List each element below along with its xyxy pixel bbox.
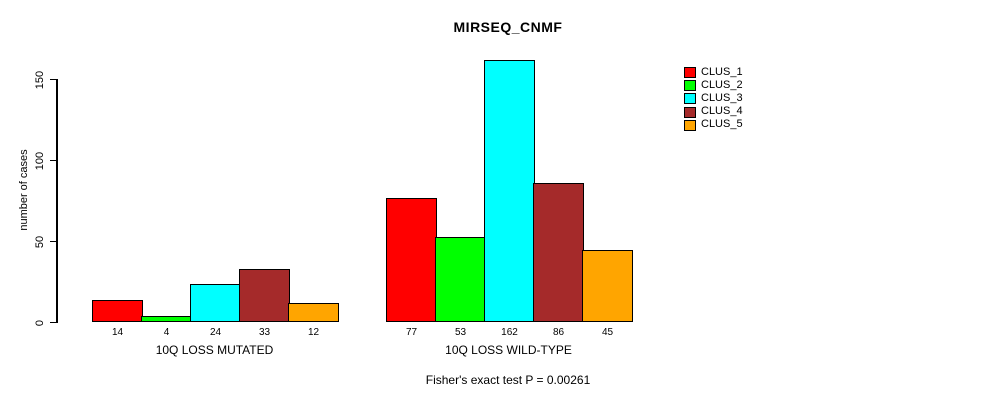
legend-swatch-CLUS_3 bbox=[684, 93, 696, 105]
bar-CLUS_1 bbox=[386, 197, 437, 323]
bar-value-label: 14 bbox=[111, 327, 124, 338]
bar-value-label: 86 bbox=[552, 327, 565, 338]
y-tick-mark bbox=[50, 159, 57, 162]
bar-CLUS_3 bbox=[190, 283, 241, 323]
bar-value-label: 24 bbox=[209, 327, 222, 338]
bar-value-label: 77 bbox=[405, 327, 418, 338]
bar-CLUS_1 bbox=[92, 299, 143, 323]
legend-label-CLUS_5: CLUS_5 bbox=[701, 118, 743, 131]
bar-value-label: 53 bbox=[454, 327, 467, 338]
bar-value-label: 45 bbox=[601, 327, 614, 338]
y-tick-mark bbox=[50, 78, 57, 81]
legend-swatch-CLUS_2 bbox=[684, 80, 696, 92]
y-tick-label: 0 bbox=[34, 319, 46, 326]
bar-value-label: 12 bbox=[307, 327, 320, 338]
legend-swatch-CLUS_1 bbox=[684, 67, 696, 78]
y-tick-label: 150 bbox=[34, 70, 46, 89]
group-label: 10Q LOSS MUTATED bbox=[155, 343, 274, 357]
group-label: 10Q LOSS WILD-TYPE bbox=[445, 343, 572, 357]
legend-label-CLUS_3: CLUS_3 bbox=[701, 91, 743, 104]
bar-CLUS_4 bbox=[533, 183, 584, 323]
legend-swatch-CLUS_5 bbox=[684, 119, 696, 131]
bar-CLUS_2 bbox=[141, 316, 192, 323]
y-tick-mark bbox=[50, 321, 57, 324]
bar-CLUS_4 bbox=[239, 269, 290, 323]
legend-label-CLUS_4: CLUS_4 bbox=[701, 105, 743, 118]
y-tick-label: 100 bbox=[34, 151, 46, 170]
legend-label-CLUS_2: CLUS_2 bbox=[701, 78, 743, 91]
chart-title: MIRSEQ_CNMF bbox=[453, 19, 563, 35]
bar-value-label: 162 bbox=[501, 327, 518, 338]
bar-value-label: 4 bbox=[163, 327, 170, 338]
y-axis-line bbox=[56, 79, 58, 323]
y-tick-label: 50 bbox=[34, 235, 46, 248]
bar-CLUS_2 bbox=[435, 236, 486, 323]
bar-CLUS_3 bbox=[484, 60, 535, 323]
y-tick-mark bbox=[50, 240, 57, 243]
legend-label-CLUS_1: CLUS_1 bbox=[701, 65, 743, 78]
fisher-test-caption: Fisher's exact test P = 0.00261 bbox=[425, 373, 591, 387]
bar-CLUS_5 bbox=[288, 303, 339, 323]
legend-swatch-CLUS_4 bbox=[684, 106, 696, 118]
y-axis-title: number of cases bbox=[18, 149, 30, 231]
bar-CLUS_5 bbox=[582, 249, 633, 323]
bar-value-label: 33 bbox=[258, 327, 271, 338]
